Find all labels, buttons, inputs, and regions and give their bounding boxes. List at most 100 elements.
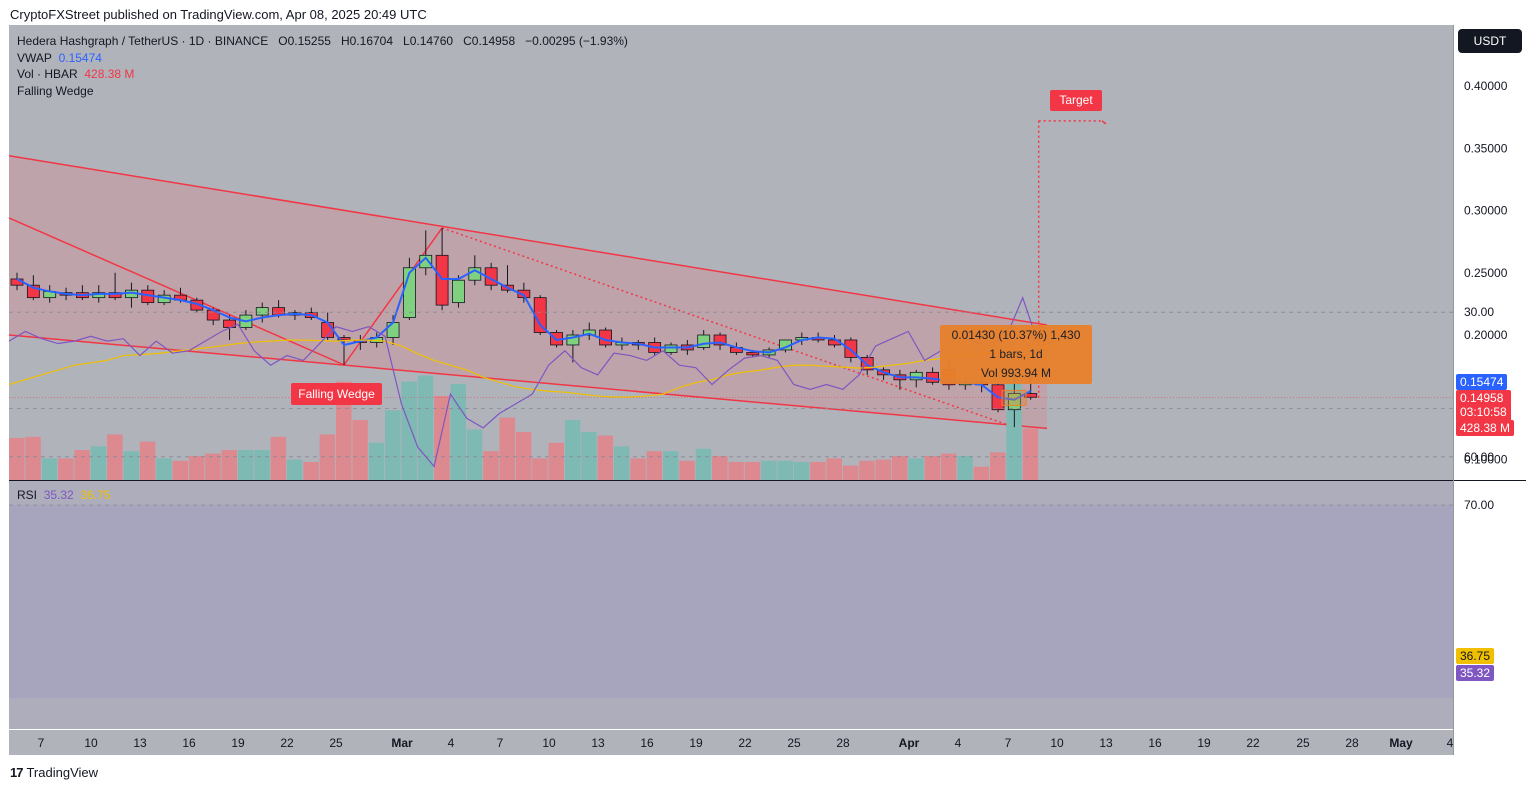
- chart-legend: Hedera Hashgraph / TetherUS · 1D · BINAN…: [17, 33, 628, 99]
- time-axis-label: 19: [689, 736, 703, 750]
- volume-bar: [499, 417, 515, 480]
- published-caption: CryptoFXStreet published on TradingView.…: [10, 7, 427, 22]
- rsi-label: RSI: [17, 488, 38, 502]
- volume-bar: [630, 458, 646, 480]
- time-axis-label: 10: [1050, 736, 1064, 750]
- candle-body: [1024, 393, 1038, 398]
- volume-bar: [139, 441, 156, 480]
- time-axis-label: 28: [836, 736, 850, 750]
- time-axis-label: 22: [738, 736, 752, 750]
- volume-bar: [25, 436, 41, 480]
- target-label[interactable]: Target: [1050, 90, 1102, 111]
- volume-bar: [712, 456, 728, 480]
- candle-body: [746, 352, 760, 356]
- price-axis-label: 0.40000: [1464, 79, 1508, 93]
- volume-bar: [107, 434, 123, 480]
- volume-bar: [810, 462, 826, 480]
- time-axis-label: 7: [1005, 736, 1012, 750]
- volume-bar: [908, 458, 924, 480]
- volume-bar: [417, 375, 434, 480]
- legend-vwap-row[interactable]: VWAP 0.15474: [17, 50, 628, 67]
- volume-bar: [221, 450, 238, 480]
- currency-button[interactable]: USDT: [1458, 29, 1522, 53]
- volume-tag: 428.38 M: [1456, 420, 1515, 436]
- price-pane-bg: [9, 25, 1453, 480]
- candle-body: [435, 254, 449, 306]
- price-axis-label: 0.20000: [1464, 328, 1508, 342]
- volume-bar: [695, 448, 712, 480]
- volume-bar: [532, 458, 548, 480]
- volume-bar: [368, 442, 385, 480]
- time-axis-label: 13: [133, 736, 147, 750]
- ohlc-open: O0.15255: [278, 34, 331, 48]
- target-arrow: [1101, 120, 1107, 125]
- volume-bar: [352, 420, 368, 480]
- candle-body: [582, 329, 596, 336]
- ohlc-change: −0.00295 (−1.93%): [525, 34, 628, 48]
- candle-body: [517, 289, 531, 299]
- volume-bar: [548, 442, 565, 480]
- volume-bar: [385, 410, 401, 480]
- tradingview-logo[interactable]: 17 TradingView: [10, 765, 98, 780]
- time-axis-label: 13: [1099, 736, 1113, 750]
- ohlc-high: H0.16704: [340, 34, 394, 48]
- candle-body: [255, 307, 269, 316]
- candle-body: [713, 334, 727, 346]
- legend-pattern-row[interactable]: Falling Wedge: [17, 83, 628, 100]
- volume-bar: [842, 465, 859, 480]
- time-axis-label: 4: [1447, 736, 1454, 750]
- volume-bar: [156, 458, 172, 480]
- volume-bar: [74, 450, 90, 480]
- volume-bar: [237, 450, 254, 480]
- falling-wedge-label[interactable]: Falling Wedge: [291, 383, 382, 405]
- candle-body: [452, 279, 465, 304]
- volume-bar: [646, 451, 663, 480]
- rsi-axis-label: 70.00: [1464, 498, 1494, 512]
- time-axis-label: 25: [787, 736, 801, 750]
- volume-bar: [990, 452, 1006, 480]
- symbol-name[interactable]: Hedera Hashgraph / TetherUS · 1D · BINAN…: [17, 34, 269, 48]
- legend-symbol-row: Hedera Hashgraph / TetherUS · 1D · BINAN…: [17, 33, 628, 50]
- candle-body: [337, 337, 351, 341]
- volume-bar: [744, 462, 761, 480]
- rsi-value: 35.32: [43, 488, 74, 502]
- measure-volume: Vol 993.94 M: [980, 366, 1052, 380]
- volume-bar: [483, 451, 499, 480]
- volume-bar: [286, 459, 303, 480]
- last-price-tag: 0.14958 03:10:58: [1456, 390, 1511, 422]
- rsi-band: [9, 505, 1453, 698]
- volume-bar: [90, 446, 107, 480]
- volume-bar: [205, 453, 221, 480]
- price-axis-label: 0.10000: [1464, 453, 1508, 467]
- vol-value: 428.38 M: [84, 67, 135, 81]
- rsi-legend[interactable]: RSI 35.32 36.75: [17, 488, 110, 502]
- rsi-tag: 35.32: [1456, 665, 1495, 681]
- volume-bar: [1022, 428, 1039, 480]
- volume-bar: [58, 458, 74, 480]
- time-axis-label: 13: [591, 736, 605, 750]
- time-axis-label: 22: [280, 736, 294, 750]
- volume-bar: [875, 459, 892, 480]
- volume-bar: [515, 432, 532, 480]
- candle-body: [566, 334, 580, 346]
- rsi-line: [8, 296, 1056, 468]
- ohlc-low: L0.14760: [403, 34, 454, 48]
- volume-bar: [777, 460, 793, 480]
- volume-bar: [728, 462, 744, 480]
- rsi-axis-label: 60.00: [1464, 450, 1494, 464]
- time-axis-label: 19: [231, 736, 245, 750]
- candle-body: [909, 371, 923, 381]
- price-axis-label: 0.30000: [1464, 204, 1508, 218]
- volume-bar: [172, 460, 188, 480]
- time-axis-label: 4: [955, 736, 962, 750]
- candle-body: [533, 297, 547, 333]
- time-axis-label: 25: [1296, 736, 1310, 750]
- time-axis-label: Apr: [899, 736, 920, 750]
- candle-body: [386, 322, 400, 338]
- time-axis-label: 16: [640, 736, 654, 750]
- vwap-label: VWAP: [17, 50, 52, 65]
- vwap-value: 0.15474: [58, 50, 102, 65]
- volume-bar: [319, 434, 336, 480]
- legend-vol-row[interactable]: Vol · HBAR 428.38 M: [17, 66, 628, 83]
